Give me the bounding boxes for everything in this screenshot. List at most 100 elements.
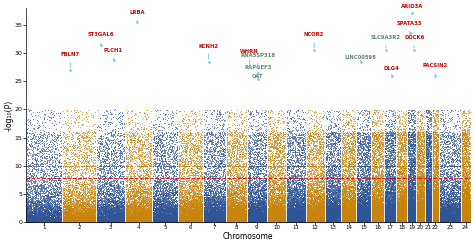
Point xyxy=(370,206,377,210)
Point xyxy=(270,181,277,185)
Point xyxy=(425,211,432,215)
Point xyxy=(464,205,472,209)
Point xyxy=(172,164,179,168)
Point xyxy=(167,194,174,198)
Point xyxy=(259,200,267,204)
Point xyxy=(45,209,52,213)
Point xyxy=(348,173,356,177)
Point xyxy=(356,217,364,221)
Point xyxy=(88,210,95,214)
Point xyxy=(140,207,147,211)
Point xyxy=(402,218,410,222)
Point xyxy=(333,217,340,221)
Point xyxy=(264,209,272,213)
Point xyxy=(144,187,151,191)
Point xyxy=(112,161,120,165)
Point xyxy=(428,213,436,217)
Point xyxy=(302,144,310,148)
Point xyxy=(410,158,417,161)
Point xyxy=(318,186,325,190)
Point xyxy=(366,213,374,217)
Point xyxy=(262,218,270,222)
Point xyxy=(320,193,328,196)
Point xyxy=(279,213,286,217)
Point xyxy=(208,210,215,214)
Point xyxy=(458,214,465,218)
Point xyxy=(299,206,307,210)
Point xyxy=(300,217,308,221)
Point xyxy=(117,216,124,220)
Point xyxy=(234,206,241,210)
Point xyxy=(393,139,401,143)
Point xyxy=(148,188,156,192)
Point xyxy=(398,205,406,209)
Point xyxy=(433,201,441,205)
Point xyxy=(424,166,431,170)
Point xyxy=(264,214,271,218)
Point xyxy=(386,218,393,222)
Point xyxy=(140,219,148,223)
Point xyxy=(125,211,133,215)
Point xyxy=(250,177,257,181)
Point xyxy=(139,200,147,204)
Point xyxy=(351,182,358,186)
Point xyxy=(128,215,136,219)
Point xyxy=(465,220,473,224)
Point xyxy=(440,202,448,206)
Point xyxy=(388,212,395,216)
Point xyxy=(25,220,32,224)
Point xyxy=(175,158,183,161)
Point xyxy=(425,212,432,216)
Point xyxy=(394,215,401,219)
Point xyxy=(125,216,132,220)
Point xyxy=(354,212,362,216)
Point xyxy=(125,192,133,196)
Point xyxy=(366,212,374,216)
Point xyxy=(345,211,353,215)
Point xyxy=(141,206,148,210)
Point xyxy=(412,210,419,214)
Point xyxy=(431,211,439,215)
Point xyxy=(188,219,195,222)
Point xyxy=(42,186,50,190)
Point xyxy=(384,214,392,218)
Point xyxy=(296,195,304,199)
Point xyxy=(105,219,113,223)
Point xyxy=(429,198,437,202)
Point xyxy=(55,219,62,222)
Point xyxy=(430,174,438,178)
Point xyxy=(427,199,435,203)
Point xyxy=(157,210,164,214)
Point xyxy=(264,216,272,220)
Point xyxy=(363,212,371,216)
Point xyxy=(392,218,400,221)
Point xyxy=(291,153,299,157)
Point xyxy=(55,217,63,221)
Point xyxy=(104,147,112,151)
Point xyxy=(290,220,298,223)
Point xyxy=(388,185,395,189)
Point xyxy=(196,214,204,218)
Point xyxy=(210,203,218,207)
Point xyxy=(460,156,468,160)
Point xyxy=(459,203,466,207)
Point xyxy=(77,202,84,206)
Point xyxy=(386,220,394,224)
Point xyxy=(407,201,414,205)
Point xyxy=(305,196,312,200)
Point xyxy=(120,219,128,222)
Point xyxy=(150,157,157,160)
Point xyxy=(430,202,438,206)
Point xyxy=(82,151,89,155)
Point xyxy=(321,217,329,221)
Point xyxy=(262,172,270,176)
Point xyxy=(218,219,225,223)
Point xyxy=(330,216,337,220)
Point xyxy=(434,132,442,135)
Point xyxy=(432,176,439,180)
Point xyxy=(408,185,415,189)
Point xyxy=(462,211,470,215)
Point xyxy=(160,150,168,154)
Point xyxy=(152,216,160,220)
Point xyxy=(292,212,299,216)
